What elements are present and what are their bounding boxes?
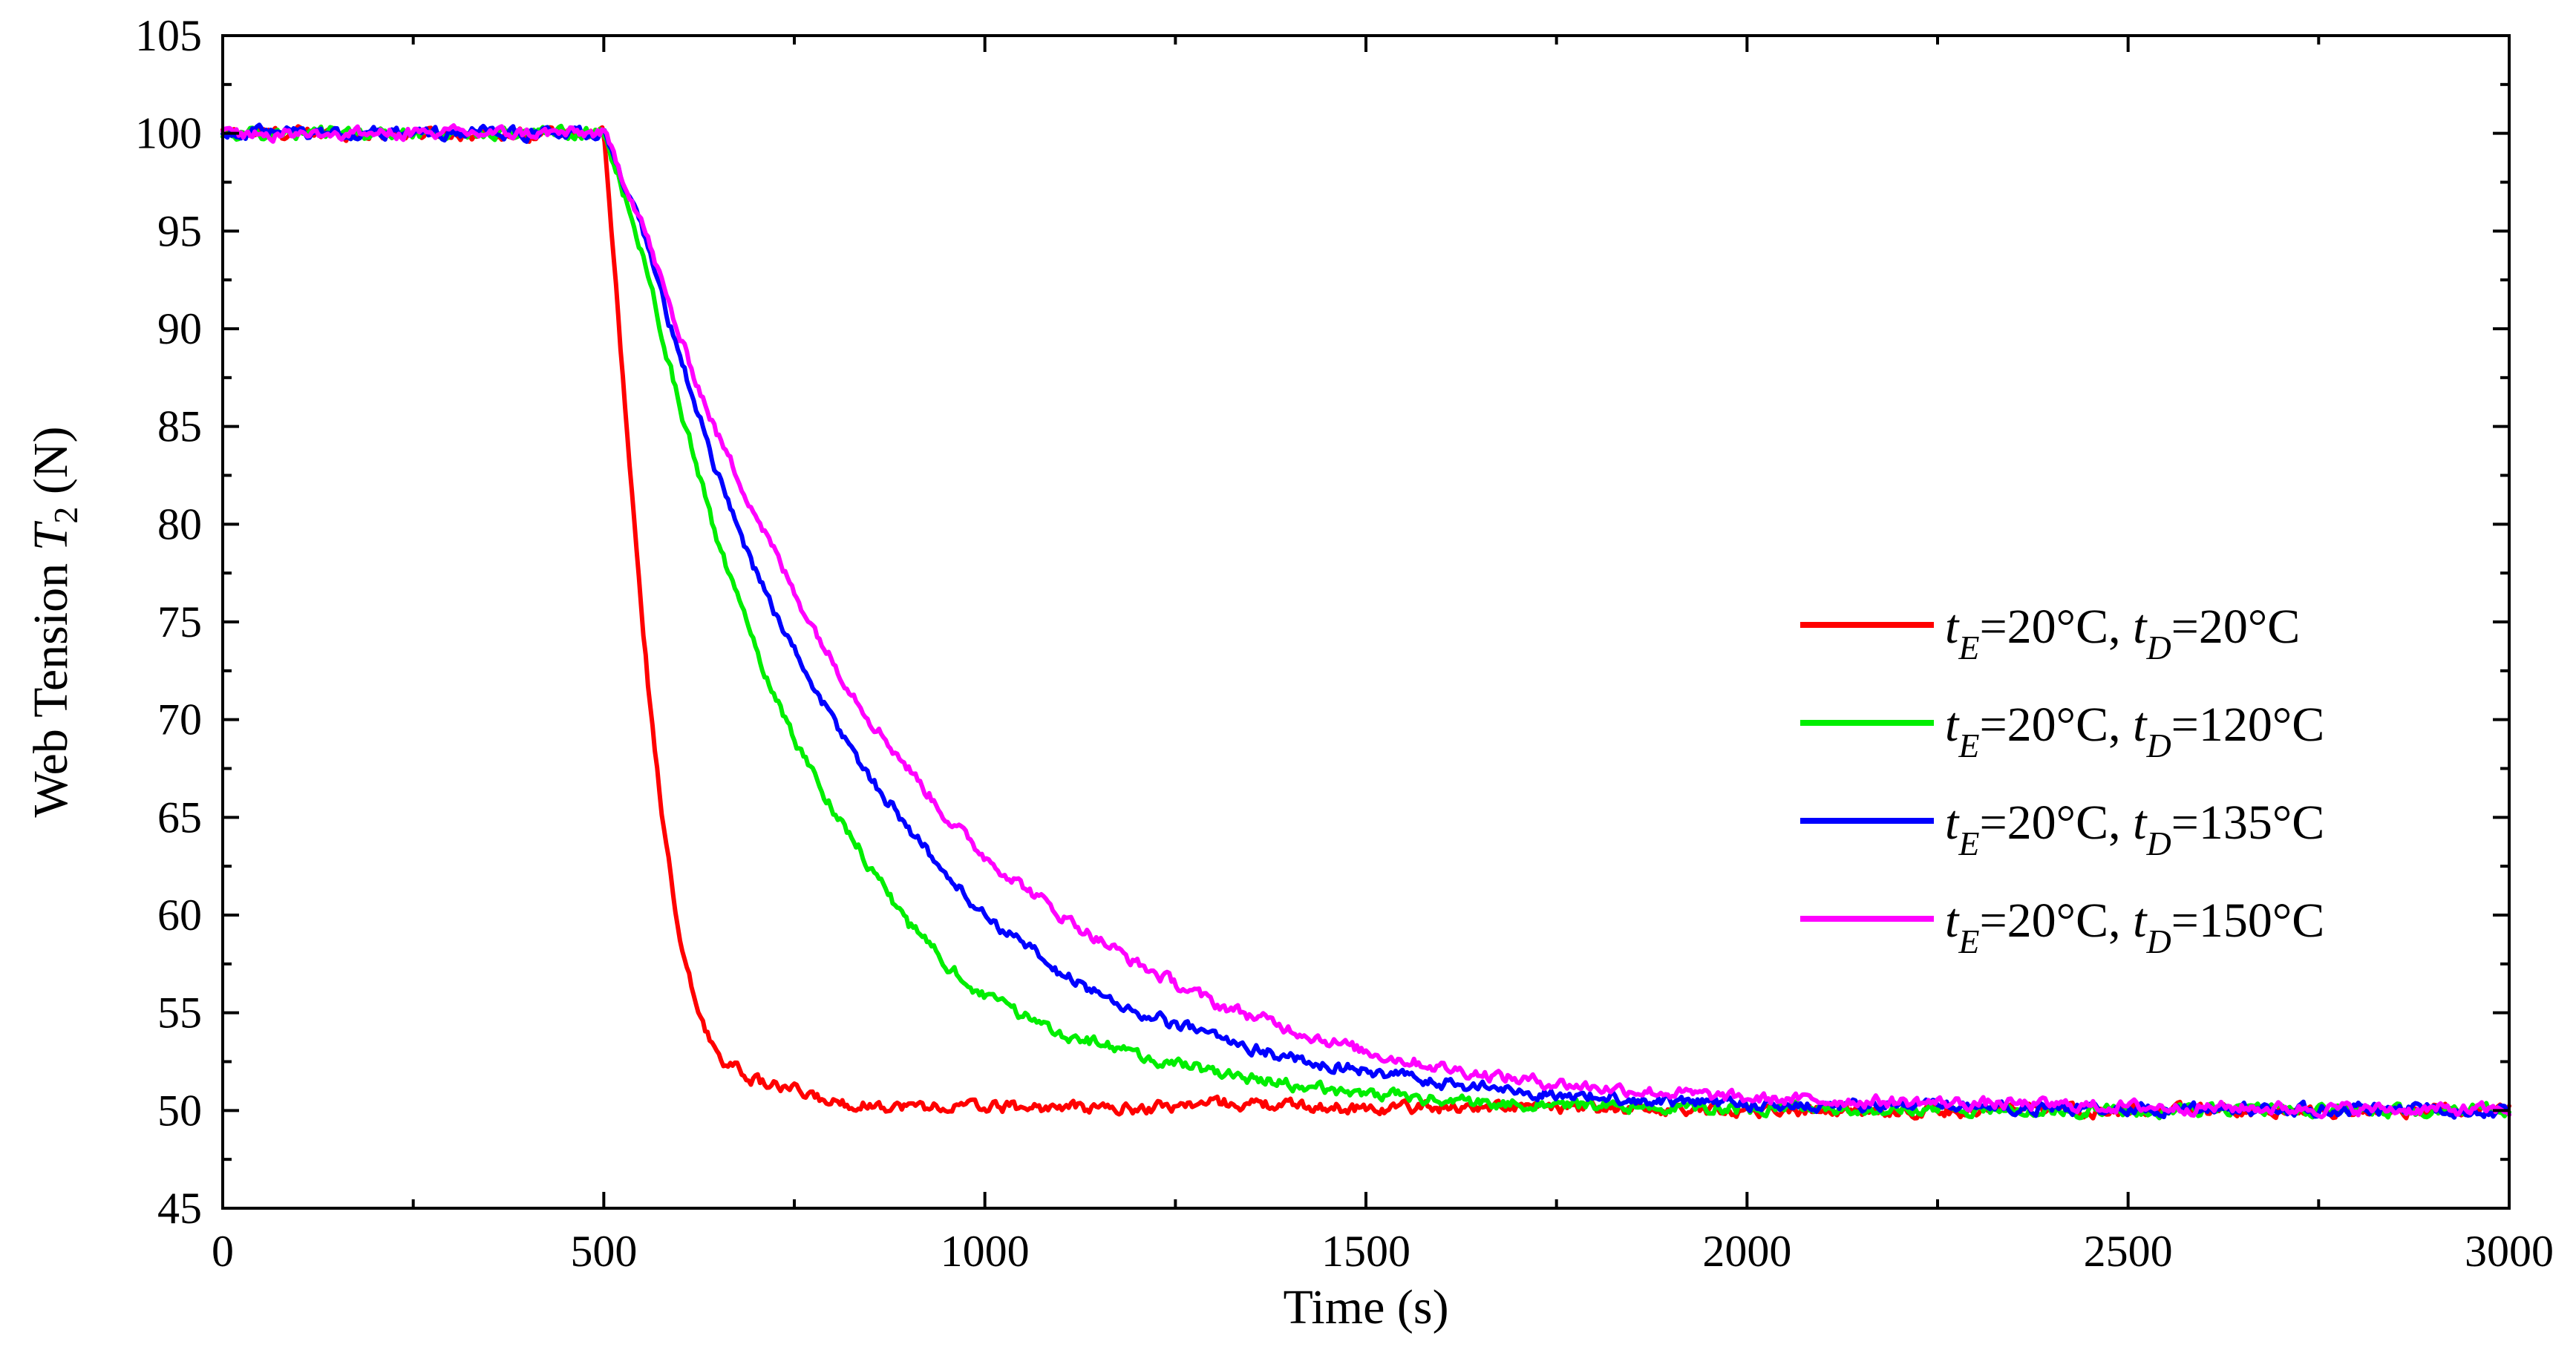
y-tick-label: 55 [157, 989, 202, 1038]
legend-label-4: tE=20°C, tD=150°C [1945, 894, 2324, 960]
plot-frame [221, 34, 2511, 1210]
legend-label-3: tE=20°C, tD=135°C [1945, 796, 2324, 862]
legend-label-part: t [2133, 894, 2148, 948]
y-tick-label: 90 [157, 304, 202, 353]
x-tick-label: 0 [212, 1227, 234, 1276]
series-line-3 [220, 122, 2511, 1120]
legend-label-part: =20°C [2171, 600, 2301, 654]
legend-label-part: =120°C [2171, 698, 2325, 752]
series-line-1 [220, 124, 2511, 1121]
legend-label-part: t [1945, 600, 1960, 654]
y-tick-label: 80 [157, 499, 202, 548]
legend-label-part: t [2133, 796, 2148, 850]
y-axis-title-variable: T [24, 520, 78, 551]
legend-label-part: D [2145, 922, 2171, 960]
legend-label-part: t [2133, 698, 2148, 752]
legend-label-part: =135°C [2171, 796, 2325, 850]
series-layer [220, 122, 2511, 1121]
legend-label-part: =20°C, [1979, 894, 2133, 948]
y-tick-label: 50 [157, 1086, 202, 1135]
legend-label-part: =20°C, [1979, 698, 2133, 752]
y-axis-title-prefix: Web Tension [24, 551, 78, 817]
y-tick-label: 100 [135, 109, 202, 158]
legend-label-part: E [1958, 922, 1979, 960]
series-line-4 [220, 123, 2511, 1120]
legend-label-part: t [1945, 796, 1960, 850]
legend-label-2: tE=20°C, tD=120°C [1945, 698, 2324, 764]
y-tick-label: 70 [157, 695, 202, 744]
legend-label-part: E [1958, 727, 1979, 764]
legend-label-part: t [2133, 600, 2148, 654]
legend-label-part: D [2145, 825, 2171, 862]
y-tick-label: 95 [157, 206, 202, 255]
legend-label-part: E [1958, 629, 1979, 666]
legend-label-part: t [1945, 698, 1960, 752]
legend-label-part: =150°C [2171, 894, 2325, 948]
x-tick-label: 500 [570, 1227, 637, 1276]
y-tick-label: 75 [157, 597, 202, 646]
x-tick-label: 1000 [941, 1227, 1030, 1276]
legend: tE=20°C, tD=20°CtE=20°C, tD=120°CtE=20°C… [1800, 600, 2324, 960]
y-axis-title: Web Tension T2 (N) [24, 427, 85, 818]
legend-label-part: D [2145, 727, 2171, 764]
series-line-2 [220, 123, 2511, 1121]
y-tick-label: 105 [135, 11, 202, 60]
legend-label-part: D [2145, 629, 2171, 666]
x-tick-label: 2500 [2084, 1227, 2173, 1276]
x-tick-label: 1500 [1321, 1227, 1410, 1276]
y-tick-label: 65 [157, 793, 202, 842]
x-axis-title: Time (s) [1283, 1280, 1448, 1334]
legend-label-part: t [1945, 894, 1960, 948]
y-tick-label: 85 [157, 402, 202, 451]
y-tick-label: 45 [157, 1184, 202, 1233]
legend-label-1: tE=20°C, tD=20°C [1945, 600, 2300, 666]
ticks-layer [221, 34, 2511, 1210]
y-axis-title-suffix: (N) [24, 427, 78, 507]
legend-label-part: E [1958, 825, 1979, 862]
x-tick-label: 2000 [1702, 1227, 1791, 1276]
tick-labels: 0 500 1000 1500 2000 2500 3000 45 50 55 60 65 70 75 80… [135, 11, 2554, 1276]
x-tick-label: 3000 [2465, 1227, 2554, 1276]
legend-label-part: =20°C, [1979, 796, 2133, 850]
y-axis-title-subscript: 2 [47, 507, 85, 524]
legend-label-part: =20°C, [1979, 600, 2133, 654]
y-tick-label: 60 [157, 891, 202, 940]
